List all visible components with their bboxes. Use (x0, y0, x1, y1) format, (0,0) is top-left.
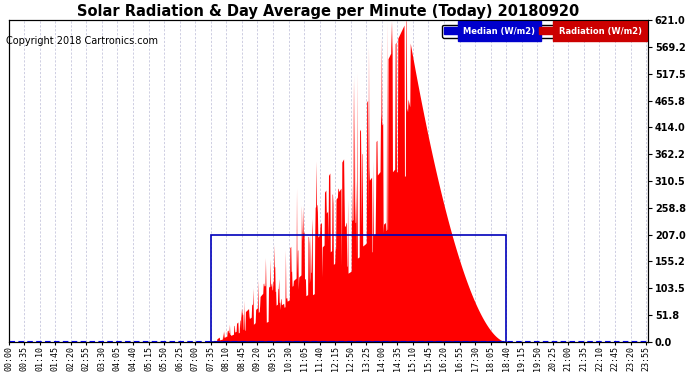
Legend: Median (W/m2), Radiation (W/m2): Median (W/m2), Radiation (W/m2) (442, 24, 644, 38)
Text: Copyright 2018 Cartronics.com: Copyright 2018 Cartronics.com (6, 36, 157, 46)
Bar (210, 234, 506, 342)
Title: Solar Radiation & Day Average per Minute (Today) 20180920: Solar Radiation & Day Average per Minute… (77, 4, 580, 19)
